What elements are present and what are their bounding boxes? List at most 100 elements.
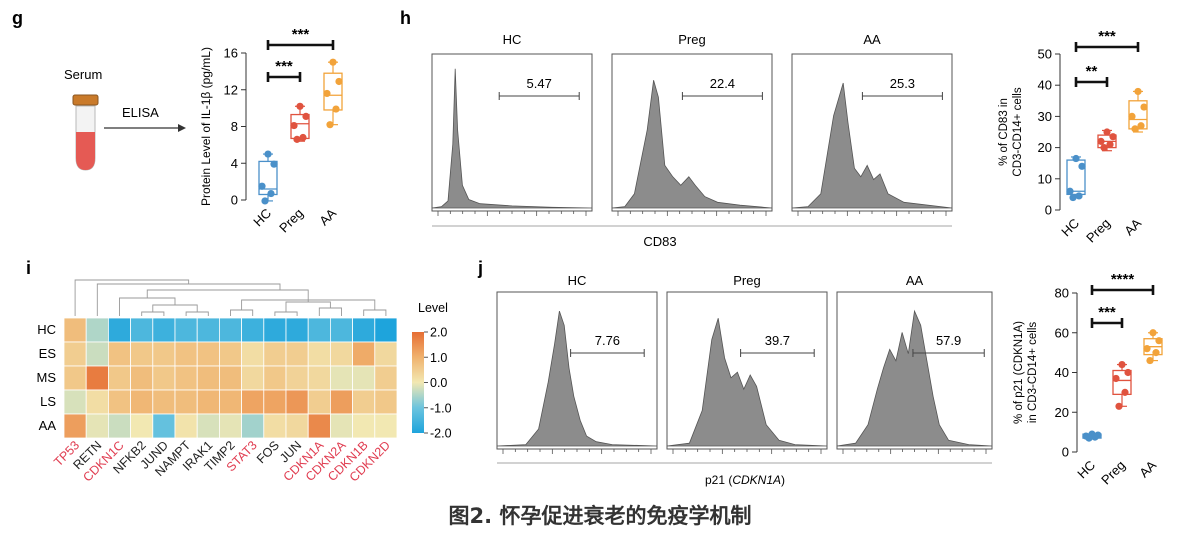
gate-percent: 7.76 [595,333,620,348]
colorbar-tick-label: -2.0 [430,427,452,441]
heatmap-cell [352,341,376,367]
p21-histograms: HC 7.76 Preg 39.7 AA 57.9 [496,273,993,464]
y-tick-label: 0 [1062,445,1069,460]
y-tick-label: 80 [1055,286,1069,301]
heatmap-cell [218,389,242,415]
data-point [1131,125,1139,133]
heatmap-cell [85,341,109,367]
histogram-title-AA: AA [863,32,881,47]
heatmap-cell [196,389,220,415]
heatmap-cell [196,413,220,439]
data-point [1140,103,1148,111]
dendrogram-branch [363,309,387,316]
heatmap-cell [152,413,176,439]
figure-caption: 图2. 怀孕促进衰老的免疫学机制 [448,504,752,528]
data-point [335,77,343,86]
heatmap-cell [152,341,176,367]
gene-heatmap: HCESMSLSAATP53RETNCDKN1CNFKB2JUNDNAMPTIR… [37,279,398,484]
data-point [267,189,275,198]
heatmap-cell [108,413,132,439]
significance-label: *** [1098,304,1116,321]
histogram-distribution [496,310,658,447]
data-point [1134,87,1142,96]
heatmap-cell [63,341,87,367]
data-point [264,150,272,158]
heatmap-cell [108,389,132,415]
heatmap-cell [218,413,242,439]
heatmap-cell [196,341,220,367]
x-tick-label: HC [1058,216,1082,240]
heatmap-cell [241,389,265,415]
y-tick-label: 10 [1038,171,1052,186]
heatmap-cell [374,389,398,415]
x-tick-label: HC [250,206,274,230]
heatmap-cell [174,389,198,415]
heatmap-cell [241,365,265,391]
dendrogram-branch [274,311,298,316]
heatmap-cell [63,389,87,415]
colorbar-legend: 2.0 1.0 0.0 -1.0 -2.0 [412,326,452,441]
y-tick-label: 16 [224,46,238,61]
heatmap-cell [63,413,87,439]
data-point [1128,112,1136,120]
panel-h: h HC 5.47 Preg 22.4 AA 25.3 CD83 0 10 20 30 40 50%… [400,8,1148,249]
heatmap-cell [85,365,109,391]
data-point [258,182,266,190]
data-point [1078,162,1086,170]
elisa-arrow-icon [104,124,186,132]
histogram-title-AA: AA [906,273,924,288]
data-point [1115,402,1123,410]
heatmap-cell [152,317,176,343]
heatmap-cell [329,389,353,415]
histogram-title-HC: HC [568,273,587,288]
x-tick-label: Preg [1098,458,1128,488]
cd83-xlabel: CD83 [643,234,676,249]
data-point [1091,433,1099,441]
heatmap-cell [130,413,154,439]
y-axis-label: % of CD83 in [998,98,1010,166]
heatmap-cell [152,389,176,415]
y-tick-label: 0 [1045,203,1052,218]
y-tick-label: 40 [1038,78,1052,93]
heatmap-cell [152,365,176,391]
dendrogram-branch [230,309,254,316]
heatmap-cell [108,341,132,367]
heatmap-cell [329,413,353,439]
data-point [1152,349,1160,357]
row-label-LS: LS [40,394,56,409]
gate-percent: 22.4 [710,76,735,91]
legend-title: Level [418,301,448,315]
heatmap-cell [130,317,154,343]
colorbar-tick-label: 1.0 [430,351,447,365]
heatmap-cell [63,365,87,391]
p21-boxplot: 0 20 40 60 80 % of p21 (CDKN1A) in CD3-CD14+ c… [1013,271,1163,488]
heatmap-cell [307,365,331,391]
data-point [1069,193,1077,202]
data-point [1103,128,1111,136]
heatmap-cell [108,317,132,343]
heatmap-cell [130,389,154,415]
y-tick-label: 40 [1055,365,1069,380]
row-label-HC: HC [37,322,56,337]
significance-label: *** [1098,28,1116,45]
heatmap-cell [263,365,287,391]
heatmap-cell [174,413,198,439]
heatmap-cell [174,317,198,343]
figure-canvas: g Serum ELISA 0 4 8 12 16 Protein Level of IL… [12,8,1163,488]
data-point [1118,360,1126,369]
heatmap-cell [352,413,376,439]
y-axis-label: % of p21 (CDKN1A) [1013,321,1025,424]
histogram-distribution [836,309,993,447]
data-point [1146,356,1154,365]
x-tick-label: AA [1121,215,1144,238]
data-point [302,112,310,120]
heatmap-cell [374,413,398,439]
significance-label: **** [1111,271,1135,288]
y-axis-label: CD3-CD14+ cells [1012,87,1024,176]
row-label-ES: ES [39,346,57,361]
x-tick-label: Preg [1083,216,1113,246]
heatmap-cell [374,365,398,391]
heatmap-cell [130,341,154,367]
y-tick-label: 0 [231,193,238,208]
histogram-distribution [431,68,593,209]
